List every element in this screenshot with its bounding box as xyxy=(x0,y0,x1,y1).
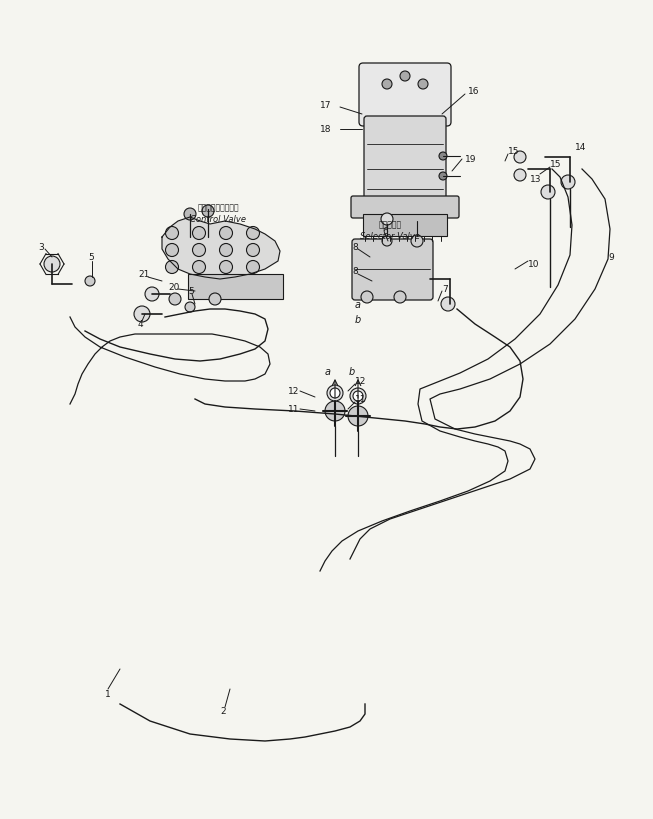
Text: 10: 10 xyxy=(528,260,539,269)
Text: b: b xyxy=(355,314,361,324)
Circle shape xyxy=(400,72,410,82)
Circle shape xyxy=(134,306,150,323)
Circle shape xyxy=(145,287,159,301)
Text: 11: 11 xyxy=(355,395,366,404)
FancyBboxPatch shape xyxy=(352,240,433,301)
Circle shape xyxy=(394,292,406,304)
Circle shape xyxy=(514,152,526,164)
Circle shape xyxy=(219,261,232,274)
Text: 3: 3 xyxy=(38,243,44,252)
Circle shape xyxy=(209,294,221,305)
Circle shape xyxy=(246,261,259,274)
Circle shape xyxy=(441,297,455,311)
Text: 6: 6 xyxy=(382,227,388,236)
Text: 切換バルブ: 切換バルブ xyxy=(379,220,402,229)
Bar xyxy=(188,274,283,300)
Text: 9: 9 xyxy=(608,253,614,262)
FancyBboxPatch shape xyxy=(364,117,446,203)
Text: 15: 15 xyxy=(550,161,562,170)
Text: コントロールバルブ: コントロールバルブ xyxy=(197,203,239,212)
Text: 12: 12 xyxy=(288,387,299,396)
FancyBboxPatch shape xyxy=(351,197,459,219)
Circle shape xyxy=(418,80,428,90)
Circle shape xyxy=(541,186,555,200)
Circle shape xyxy=(169,294,181,305)
Circle shape xyxy=(382,80,392,90)
Circle shape xyxy=(514,170,526,182)
Text: 13: 13 xyxy=(530,175,541,184)
Text: 20: 20 xyxy=(168,283,180,292)
Text: 21: 21 xyxy=(138,270,150,279)
Text: Control Valve: Control Valve xyxy=(190,215,246,224)
Circle shape xyxy=(219,244,232,257)
Circle shape xyxy=(246,227,259,240)
Text: 14: 14 xyxy=(575,143,586,152)
Polygon shape xyxy=(162,218,280,279)
Circle shape xyxy=(327,386,343,401)
Text: 2: 2 xyxy=(220,707,226,716)
Text: 15: 15 xyxy=(508,147,520,156)
Circle shape xyxy=(381,214,393,226)
Circle shape xyxy=(439,173,447,181)
Circle shape xyxy=(439,153,447,161)
Circle shape xyxy=(165,261,178,274)
Circle shape xyxy=(361,292,373,304)
Text: 17: 17 xyxy=(320,102,332,111)
Circle shape xyxy=(561,176,575,190)
Circle shape xyxy=(193,244,206,257)
Circle shape xyxy=(85,277,95,287)
FancyBboxPatch shape xyxy=(359,64,451,127)
Circle shape xyxy=(219,227,232,240)
Circle shape xyxy=(246,244,259,257)
Circle shape xyxy=(353,391,363,401)
Circle shape xyxy=(350,388,366,405)
Text: 18: 18 xyxy=(320,125,332,134)
Circle shape xyxy=(348,406,368,427)
Text: a: a xyxy=(325,367,331,377)
Circle shape xyxy=(165,227,178,240)
Circle shape xyxy=(44,256,60,273)
Text: 16: 16 xyxy=(468,88,479,97)
Circle shape xyxy=(330,388,340,399)
Text: 8: 8 xyxy=(352,243,358,252)
Circle shape xyxy=(184,209,196,221)
Text: 5: 5 xyxy=(88,253,94,262)
Circle shape xyxy=(202,206,214,218)
Circle shape xyxy=(193,227,206,240)
Text: b: b xyxy=(349,367,355,377)
Circle shape xyxy=(411,236,423,247)
Text: 8: 8 xyxy=(352,267,358,276)
Text: 5: 5 xyxy=(188,287,194,296)
Text: 11: 11 xyxy=(288,405,300,414)
Text: a: a xyxy=(355,300,361,310)
Text: 19: 19 xyxy=(465,156,477,165)
Circle shape xyxy=(165,244,178,257)
Circle shape xyxy=(185,303,195,313)
FancyBboxPatch shape xyxy=(363,215,447,237)
Text: 1: 1 xyxy=(105,690,111,699)
Text: 4: 4 xyxy=(138,320,144,329)
Text: Selector Valve: Selector Valve xyxy=(360,233,420,242)
Circle shape xyxy=(193,261,206,274)
Circle shape xyxy=(325,401,345,422)
Text: 7: 7 xyxy=(442,285,448,294)
Text: 12: 12 xyxy=(355,377,366,386)
Circle shape xyxy=(382,237,392,247)
